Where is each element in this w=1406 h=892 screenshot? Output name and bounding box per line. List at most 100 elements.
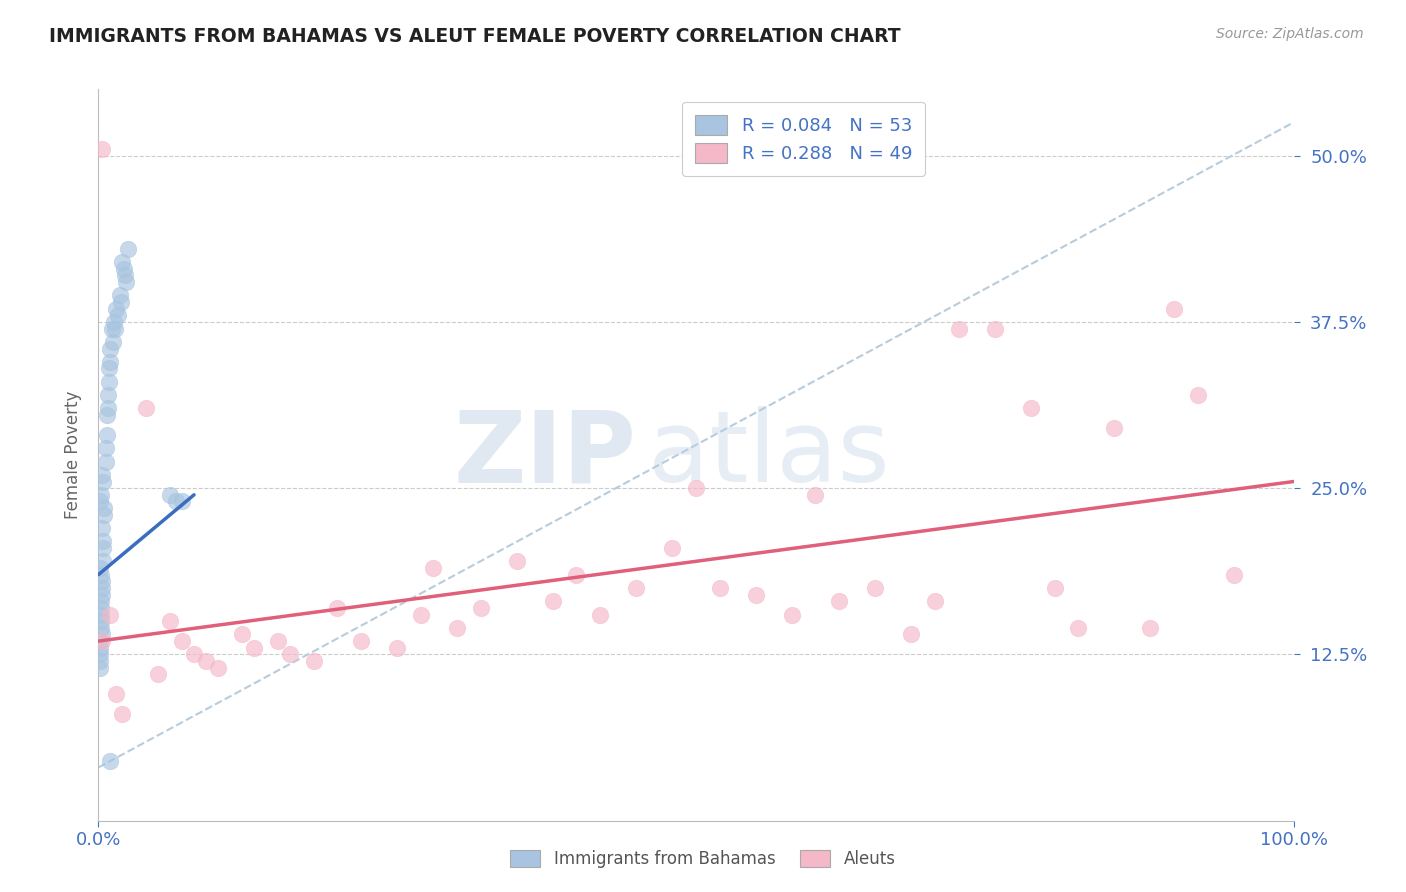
Point xyxy=(89,648,111,662)
Point xyxy=(804,488,827,502)
Point xyxy=(89,634,111,648)
Point xyxy=(97,401,120,416)
Point xyxy=(195,654,218,668)
Point xyxy=(159,614,181,628)
Point xyxy=(302,654,325,668)
Point xyxy=(948,321,970,335)
Point xyxy=(267,634,290,648)
Point xyxy=(101,334,124,349)
Point xyxy=(422,561,444,575)
Point xyxy=(984,321,1007,335)
Point xyxy=(91,634,114,648)
Point xyxy=(1019,401,1042,416)
Point xyxy=(91,475,114,489)
Point xyxy=(1067,621,1090,635)
Point xyxy=(112,261,135,276)
Point xyxy=(745,588,768,602)
Point xyxy=(100,321,122,335)
Point xyxy=(1104,421,1126,435)
Point xyxy=(97,388,120,402)
Point xyxy=(104,321,127,335)
Point xyxy=(685,481,707,495)
Point xyxy=(207,661,229,675)
Point xyxy=(1223,567,1246,582)
Point xyxy=(828,594,851,608)
Point xyxy=(172,494,194,508)
Point xyxy=(96,428,118,442)
Point xyxy=(110,295,132,310)
Point xyxy=(661,541,683,555)
Point xyxy=(98,754,122,768)
Point xyxy=(1187,388,1209,402)
Point xyxy=(91,581,114,595)
Point xyxy=(780,607,803,622)
Point xyxy=(90,594,112,608)
Point xyxy=(865,581,887,595)
Point xyxy=(114,268,136,283)
Point xyxy=(98,355,122,369)
Text: IMMIGRANTS FROM BAHAMAS VS ALEUT FEMALE POVERTY CORRELATION CHART: IMMIGRANTS FROM BAHAMAS VS ALEUT FEMALE … xyxy=(49,27,901,45)
Point xyxy=(90,488,112,502)
Point xyxy=(90,567,112,582)
Point xyxy=(446,621,468,635)
Point xyxy=(91,521,114,535)
Point xyxy=(93,501,115,516)
Point xyxy=(709,581,731,595)
Point xyxy=(89,640,111,655)
Point xyxy=(148,667,170,681)
Point xyxy=(91,467,114,482)
Point xyxy=(1163,301,1185,316)
Point xyxy=(91,574,114,589)
Point xyxy=(89,661,111,675)
Point xyxy=(541,594,564,608)
Point xyxy=(900,627,922,641)
Point xyxy=(91,588,114,602)
Point xyxy=(90,607,112,622)
Point xyxy=(98,361,121,376)
Point xyxy=(243,640,266,655)
Text: ZIP: ZIP xyxy=(453,407,637,503)
Point xyxy=(91,627,114,641)
Point xyxy=(91,534,114,549)
Text: Source: ZipAtlas.com: Source: ZipAtlas.com xyxy=(1216,27,1364,41)
Point xyxy=(159,488,181,502)
Point xyxy=(135,401,157,416)
Point xyxy=(90,614,112,628)
Point xyxy=(90,621,112,635)
Point xyxy=(98,607,122,622)
Point xyxy=(91,142,114,156)
Point xyxy=(89,561,111,575)
Point xyxy=(565,567,588,582)
Point xyxy=(165,494,187,508)
Point xyxy=(111,255,134,269)
Point xyxy=(589,607,612,622)
Legend: R = 0.084   N = 53, R = 0.288   N = 49: R = 0.084 N = 53, R = 0.288 N = 49 xyxy=(682,102,925,176)
Point xyxy=(115,275,138,289)
Point xyxy=(326,600,349,615)
Legend: Immigrants from Bahamas, Aleuts: Immigrants from Bahamas, Aleuts xyxy=(503,843,903,875)
Point xyxy=(278,648,301,662)
Point xyxy=(385,640,409,655)
Point xyxy=(1139,621,1161,635)
Point xyxy=(172,634,194,648)
Point xyxy=(411,607,433,622)
Point xyxy=(91,541,114,555)
Point xyxy=(90,600,112,615)
Point xyxy=(107,308,129,322)
Point xyxy=(94,454,117,468)
Point xyxy=(470,600,492,615)
Point xyxy=(91,554,114,568)
Point xyxy=(924,594,946,608)
Point xyxy=(111,707,134,722)
Point xyxy=(89,494,111,508)
Text: atlas: atlas xyxy=(648,407,890,503)
Point xyxy=(98,342,122,356)
Point xyxy=(350,634,373,648)
Point xyxy=(626,581,648,595)
Point xyxy=(94,442,117,456)
Y-axis label: Female Poverty: Female Poverty xyxy=(63,391,82,519)
Point xyxy=(96,408,118,422)
Point xyxy=(103,315,125,329)
Point xyxy=(117,242,139,256)
Point xyxy=(93,508,115,522)
